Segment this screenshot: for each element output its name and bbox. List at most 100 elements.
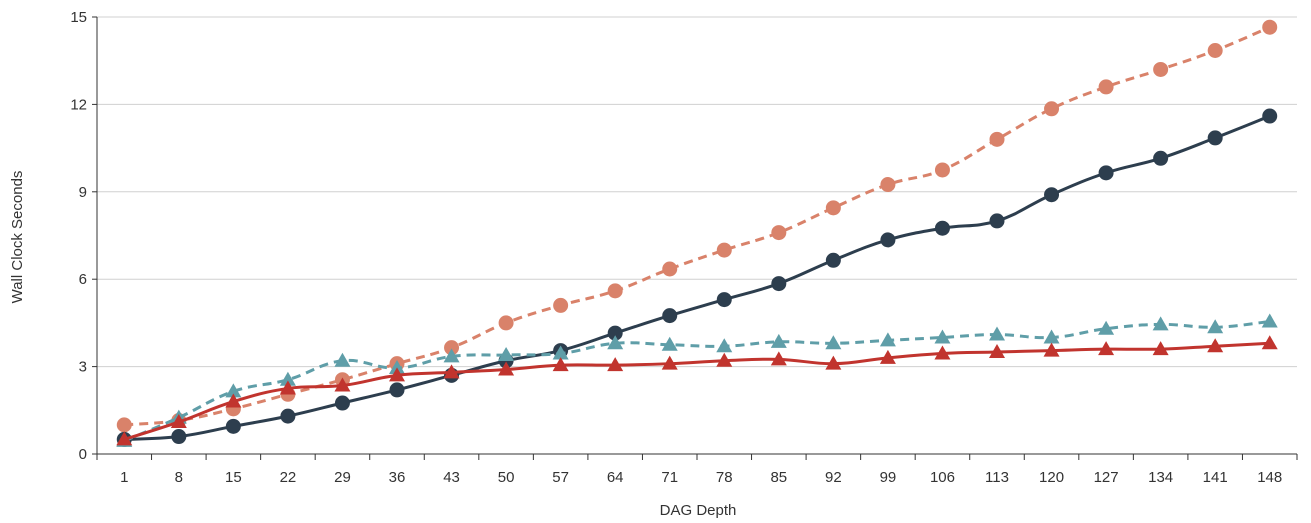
x-tick-label: 78 <box>716 469 733 486</box>
data-point-circle <box>1044 187 1060 203</box>
data-point-triangle <box>1207 338 1224 353</box>
x-tick-label: 29 <box>334 469 351 486</box>
data-point-triangle <box>443 348 460 363</box>
x-tick-label: 22 <box>280 469 297 486</box>
x-tick-label: 106 <box>930 469 955 486</box>
x-tick-label: 99 <box>880 469 897 486</box>
series-group <box>116 19 1278 447</box>
series-line <box>124 25 1271 427</box>
data-point-triangle <box>170 413 187 428</box>
data-point-circle <box>116 417 132 433</box>
data-point-triangle <box>770 351 787 366</box>
data-point-triangle <box>825 335 842 350</box>
data-point-triangle <box>770 333 787 348</box>
data-point-triangle <box>552 357 569 372</box>
data-point-triangle <box>607 335 624 350</box>
data-point-triangle <box>389 360 405 375</box>
x-tick-label: 57 <box>552 469 569 486</box>
y-tick-label: 3 <box>79 359 87 376</box>
x-tick-label: 8 <box>175 469 183 486</box>
data-point-triangle <box>334 377 351 392</box>
x-tick-label: 36 <box>389 469 406 486</box>
data-point-triangle <box>825 355 842 370</box>
data-point-circle <box>444 340 460 356</box>
data-point-triangle <box>879 332 896 347</box>
data-point-triangle <box>607 357 624 372</box>
data-point-circle <box>1044 101 1060 117</box>
data-point-circle <box>716 242 732 258</box>
data-point-triangle <box>661 355 678 370</box>
gridlines <box>97 16 1297 368</box>
data-point-circle <box>389 382 405 398</box>
data-point-circle <box>934 162 950 178</box>
data-point-triangle <box>1152 316 1169 331</box>
data-point-circle <box>334 395 350 411</box>
data-point-triangle <box>1098 341 1115 356</box>
data-point-triangle <box>1098 320 1115 335</box>
data-point-circle <box>662 261 678 277</box>
data-point-triangle <box>552 345 569 360</box>
data-point-circle <box>225 418 241 434</box>
data-point-triangle <box>1152 341 1169 356</box>
x-tick-label: 43 <box>443 469 460 486</box>
series-1 <box>116 108 1278 447</box>
data-point-triangle <box>1261 335 1278 350</box>
data-point-triangle <box>879 349 896 364</box>
data-point-circle <box>989 213 1005 229</box>
data-point-triangle <box>225 393 242 408</box>
data-point-triangle <box>443 364 460 379</box>
data-point-circle <box>771 276 787 292</box>
data-point-circle <box>498 315 514 331</box>
data-point-circle <box>771 225 787 241</box>
series-line <box>123 319 1270 443</box>
x-tick-label: 120 <box>1039 469 1064 486</box>
data-point-triangle <box>989 344 1005 359</box>
data-point-triangle <box>498 361 515 376</box>
series-0 <box>116 19 1278 433</box>
data-point-triangle <box>934 329 951 344</box>
series-line <box>124 114 1271 441</box>
data-point-circle <box>1262 108 1278 124</box>
data-point-triangle <box>116 431 133 446</box>
x-tick-label: 64 <box>607 469 624 486</box>
data-point-triangle <box>661 336 678 351</box>
data-point-triangle <box>716 338 733 353</box>
data-point-triangle <box>279 380 296 395</box>
data-point-circle <box>934 220 950 236</box>
data-point-circle <box>553 297 569 313</box>
data-point-circle <box>607 283 623 299</box>
data-point-circle <box>607 325 623 341</box>
data-point-circle <box>880 232 896 248</box>
x-tick-label: 85 <box>770 469 787 486</box>
data-point-triangle <box>389 367 405 382</box>
data-point-circle <box>1153 150 1169 166</box>
data-point-triangle <box>716 352 733 367</box>
data-point-triangle <box>1043 342 1060 357</box>
x-tick-label: 15 <box>225 469 242 486</box>
data-point-circle <box>880 177 896 193</box>
data-point-triangle <box>1207 319 1224 334</box>
data-point-triangle <box>1043 329 1060 344</box>
x-tick-label: 92 <box>825 469 842 486</box>
x-tick-label: 50 <box>498 469 515 486</box>
data-point-circle <box>989 131 1005 147</box>
data-point-triangle <box>225 383 242 398</box>
data-point-circle <box>825 200 841 216</box>
x-axis-title: DAG Depth <box>660 502 737 519</box>
data-point-circle <box>280 408 296 424</box>
x-tick-label: 127 <box>1094 469 1119 486</box>
data-point-circle <box>1207 43 1223 59</box>
data-point-circle <box>825 252 841 268</box>
data-point-circle <box>1098 79 1114 95</box>
data-point-circle <box>1098 165 1114 181</box>
x-tick-label: 1 <box>120 469 128 486</box>
y-tick-label: 9 <box>79 184 87 201</box>
y-tick-label: 15 <box>70 9 87 26</box>
x-tick-label: 113 <box>985 469 1009 486</box>
data-point-triangle <box>989 326 1005 341</box>
data-point-circle <box>1153 61 1169 77</box>
y-axis-title: Wall Clock Seconds <box>9 171 26 304</box>
y-tick-label: 12 <box>70 96 87 113</box>
series-3 <box>116 335 1278 446</box>
data-point-triangle <box>498 346 515 361</box>
